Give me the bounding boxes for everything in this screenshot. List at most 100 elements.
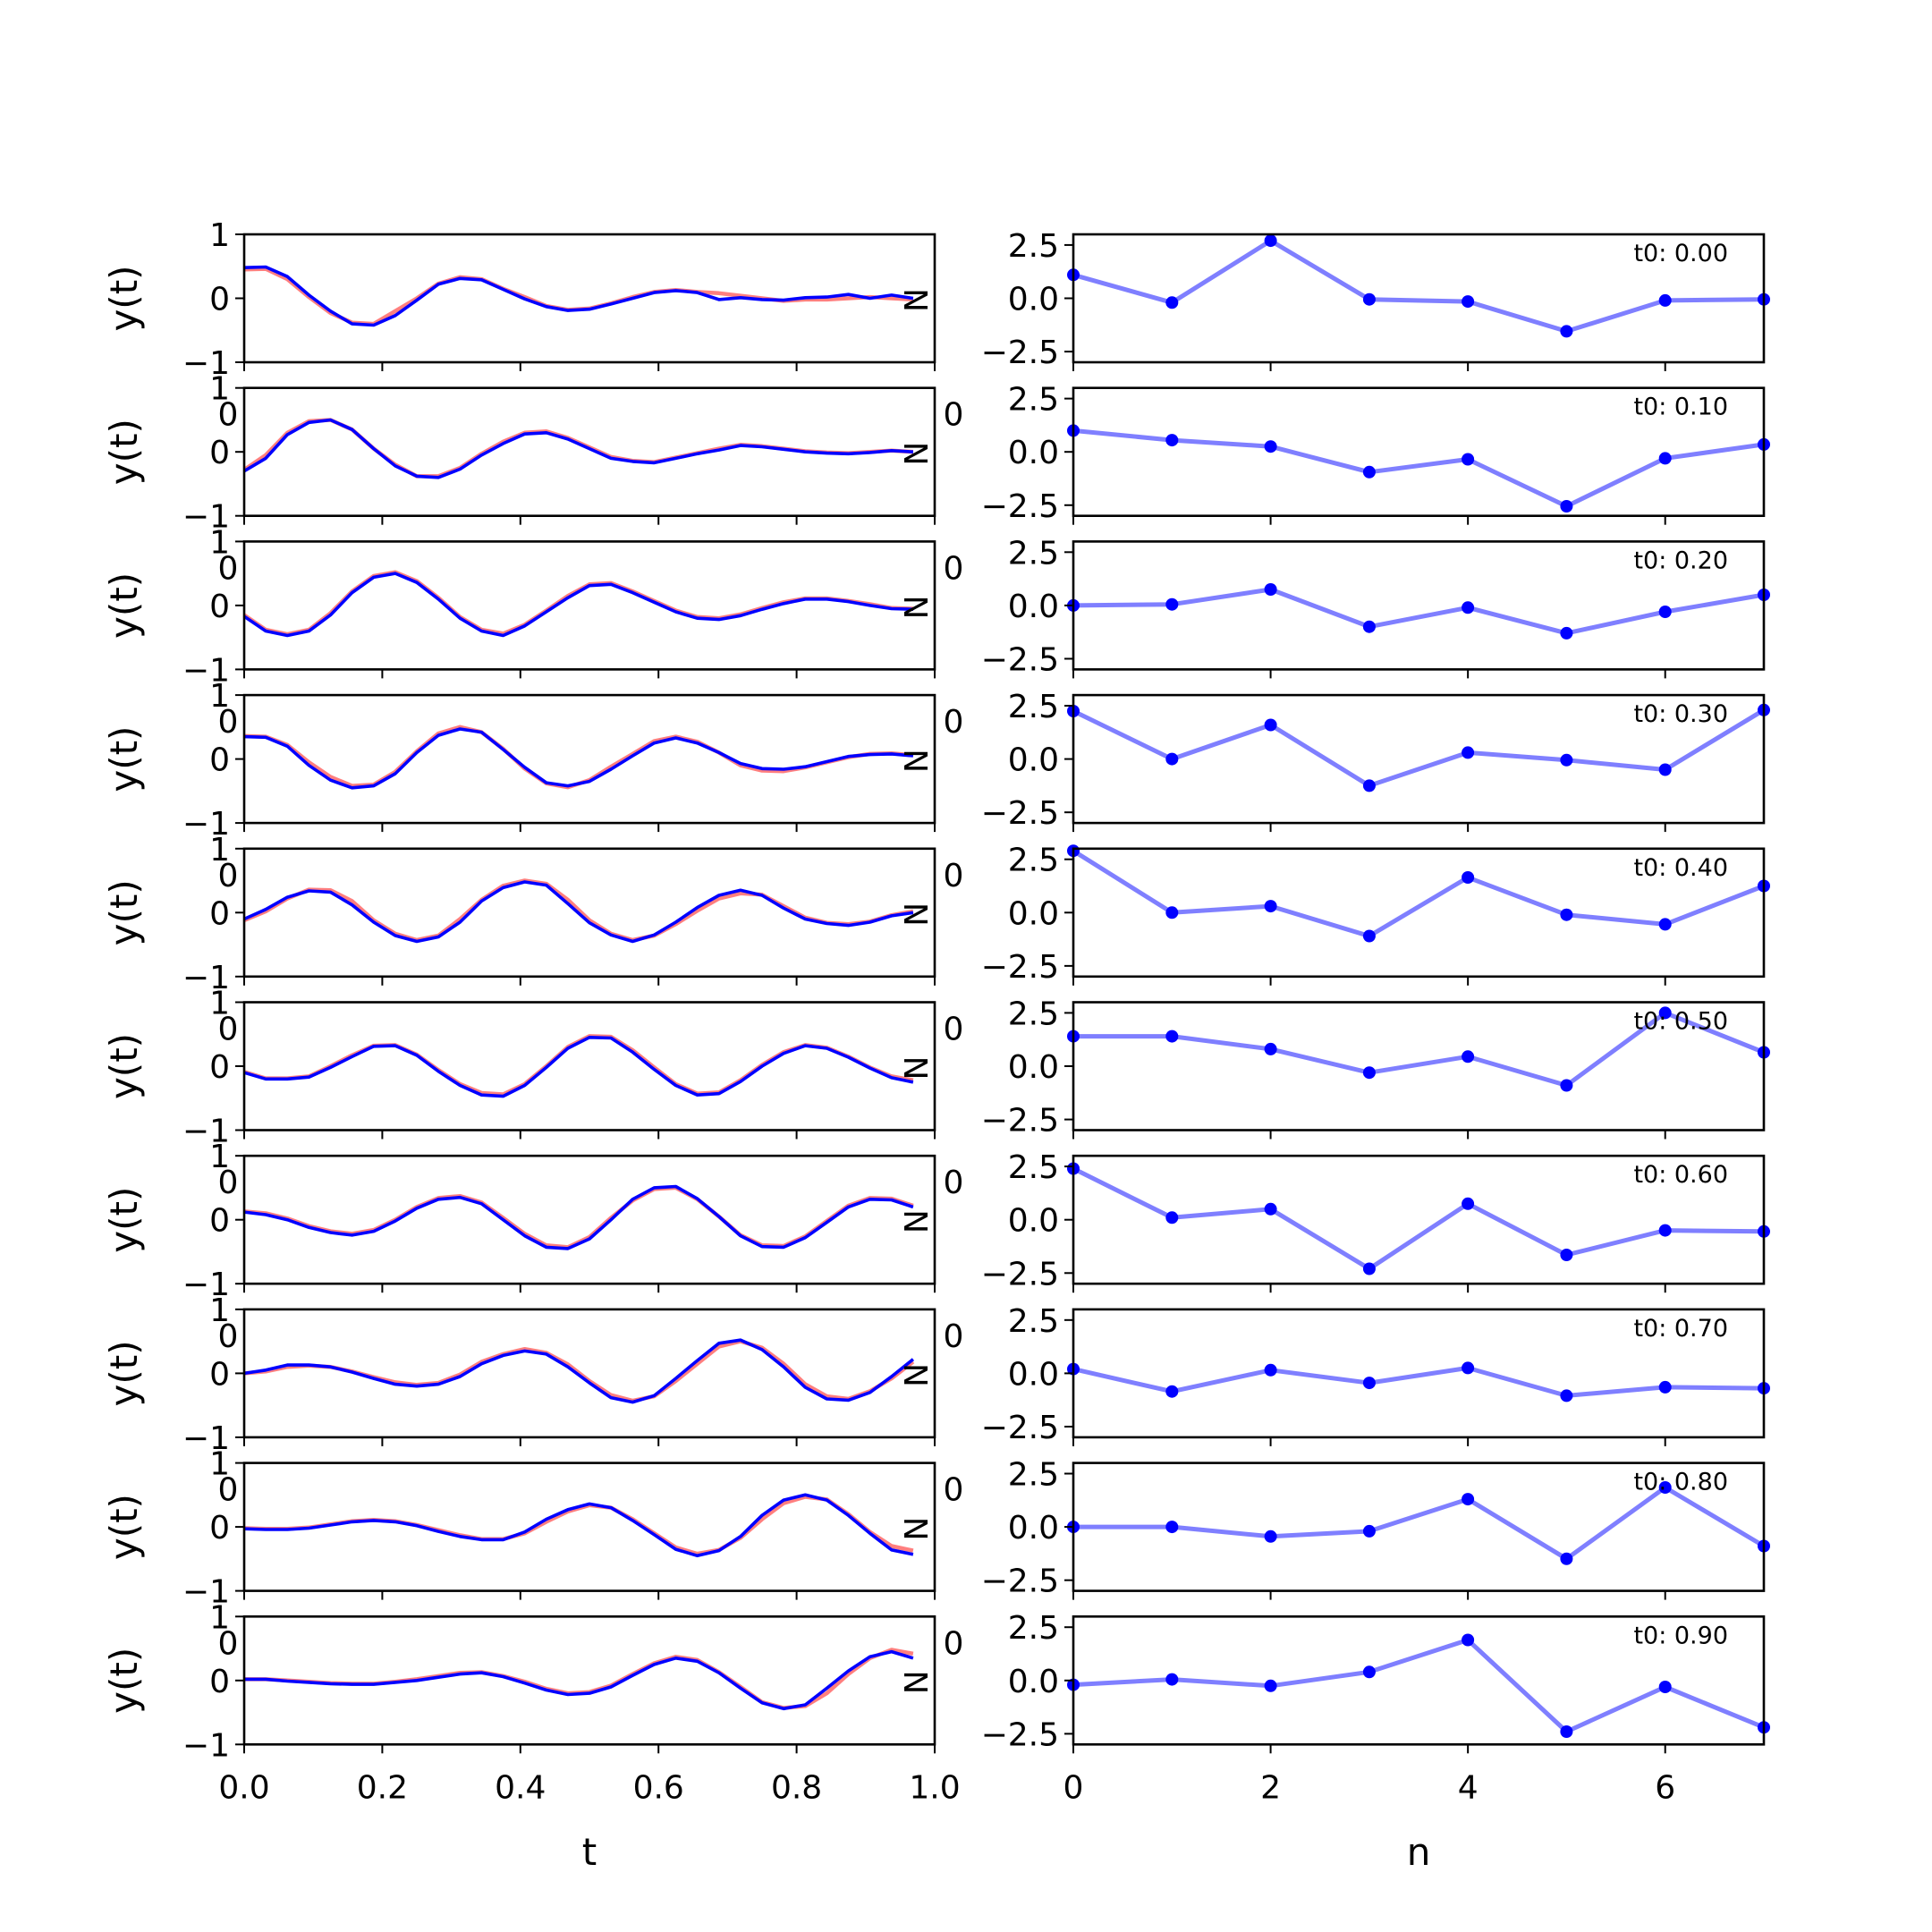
- y-tick-label: 0.0: [1008, 742, 1059, 779]
- left-panel-4: 10−1y(t) N0 0: [102, 832, 963, 996]
- series-line-blue: [243, 1493, 914, 1558]
- coefficient-point: [1462, 1493, 1475, 1506]
- coefficient-point: [1362, 1262, 1376, 1275]
- coefficient-point: [1658, 763, 1672, 776]
- series-line-blue: [243, 1036, 914, 1098]
- coefficient-point: [1264, 1363, 1277, 1377]
- y-tick-label: 0: [209, 1664, 230, 1700]
- y-tick-label: −2.5: [981, 1563, 1059, 1600]
- y-tick-label: 0.0: [1008, 1203, 1059, 1240]
- coefficient-point: [1165, 1385, 1179, 1398]
- y-tick-label: 0: [209, 1203, 230, 1240]
- left-panel-7: 10−1y(t) N0 0: [102, 1292, 963, 1457]
- series-line-blue: [243, 880, 914, 944]
- y-tick-label: −2.5: [981, 488, 1059, 525]
- coefficient-point: [1462, 295, 1475, 309]
- series-line-red: [243, 724, 914, 790]
- coefficient-point: [1264, 583, 1277, 596]
- axes-frame: [242, 1308, 936, 1439]
- right-panel-1: 2.5 0.0 −2.5 t0: 0.10: [981, 382, 1770, 525]
- series-line-blue: [244, 1649, 914, 1711]
- y-tick-label: −1: [182, 345, 230, 382]
- stray-tick-label-left: 0: [218, 1625, 239, 1662]
- stray-tick-label-mid: 0: [944, 1472, 964, 1509]
- stray-tick-label-left: 0: [218, 1165, 239, 1201]
- y-tick-label: 1: [209, 1599, 230, 1636]
- left-panel-6: 10−1y(t) N0 0: [102, 1139, 963, 1303]
- coefficient-point: [1560, 1725, 1573, 1738]
- y-tick-label: 0.0: [1008, 435, 1059, 471]
- x-tick-label: 2: [1260, 1769, 1281, 1806]
- y-tick-label: 0: [209, 1356, 230, 1393]
- y-tick-label: 0.0: [1008, 895, 1059, 932]
- left-panel-8: 10−1y(t) N0 0: [102, 1446, 963, 1611]
- y-tick-label: −2.5: [981, 1103, 1059, 1140]
- right-panel-2: 2.5 0.0 −2.5 t0: 0.20: [981, 535, 1770, 678]
- coefficient-point: [1560, 753, 1573, 767]
- coefficient-point: [1165, 1673, 1179, 1686]
- y-axis-label: y(t): [102, 879, 146, 945]
- right-panel-6: 2.5 0.0 −2.5 t0: 0.60: [981, 1149, 1770, 1292]
- annotation-t0: t0: 0.70: [1633, 1315, 1728, 1343]
- x-tick-label: 0.6: [633, 1769, 684, 1806]
- coefficient-point: [1362, 1665, 1376, 1679]
- y-tick-label: −1: [182, 1114, 230, 1150]
- right-marker-label: N: [899, 1670, 936, 1694]
- y-tick-label: 0.0: [1008, 1510, 1059, 1546]
- annotation-t0: t0: 0.00: [1633, 240, 1728, 267]
- stray-tick-label-left: 0: [218, 550, 239, 587]
- axes-frame: [242, 847, 936, 979]
- y-tick-label: −2.5: [981, 335, 1059, 371]
- stray-tick-label-mid: 0: [944, 704, 964, 741]
- y-tick-label: −2.5: [981, 1410, 1059, 1446]
- coefficient-line: [1072, 1166, 1765, 1271]
- y-tick-label: 2.5: [1008, 1610, 1059, 1647]
- y-axis-label: y(t): [102, 265, 146, 331]
- x-tick-label: 0.0: [218, 1769, 269, 1806]
- y-tick-label: 1: [209, 524, 230, 561]
- y-tick-label: 0: [209, 895, 230, 932]
- coefficient-point: [1264, 900, 1277, 913]
- annotation-t0: t0: 0.50: [1633, 1008, 1728, 1036]
- y-tick-label: 2.5: [1008, 843, 1059, 879]
- axes-frame: [242, 1001, 936, 1131]
- coefficient-line: [1072, 238, 1765, 334]
- x-tick-label: 0.4: [495, 1769, 546, 1806]
- coefficient-point: [1658, 452, 1672, 465]
- coefficient-point: [1560, 1389, 1573, 1402]
- x-tick-label: 1.0: [909, 1769, 960, 1806]
- y-tick-label: 1: [209, 678, 230, 715]
- y-tick-label: −1: [182, 1574, 230, 1611]
- coefficient-point: [1165, 1521, 1179, 1534]
- y-axis-label: y(t): [102, 1033, 146, 1099]
- stray-tick-label-mid: 0: [944, 1625, 964, 1662]
- stray-tick-label-left: 0: [218, 1472, 239, 1509]
- y-tick-label: 2.5: [1008, 1149, 1059, 1186]
- coefficient-line: [1073, 1010, 1765, 1088]
- right-panel-5: 2.5 0.0 −2.5 t0: 0.50: [981, 996, 1770, 1140]
- coefficient-point: [1658, 918, 1672, 931]
- x-tick-label: 6: [1655, 1769, 1675, 1806]
- series-line-blue: [243, 727, 914, 790]
- coefficient-point: [1462, 1633, 1475, 1647]
- coefficient-point: [1165, 1211, 1179, 1224]
- x-axis-label-left: t: [582, 1830, 597, 1874]
- y-axis-label: y(t): [102, 1648, 146, 1714]
- series-line-red: [243, 1185, 914, 1250]
- y-tick-label: 2.5: [1008, 535, 1059, 572]
- coefficient-line: [1072, 428, 1765, 509]
- y-tick-label: −2.5: [981, 949, 1059, 986]
- coefficient-line: [1072, 849, 1765, 938]
- x-tick-label: 0: [1063, 1769, 1084, 1806]
- y-tick-label: −1: [182, 499, 230, 536]
- coefficient-point: [1462, 871, 1475, 884]
- y-tick-label: −1: [182, 652, 230, 689]
- coefficient-point: [1264, 1202, 1277, 1216]
- y-tick-label: 0: [209, 1049, 230, 1086]
- y-tick-label: −1: [182, 1727, 230, 1764]
- annotation-t0: t0: 0.80: [1633, 1469, 1728, 1496]
- right-panel-9: 2.5 0.0 −2.50 2 4 6 t0: 0.90: [981, 1610, 1770, 1806]
- coefficient-point: [1462, 1361, 1475, 1375]
- coefficient-point: [1560, 626, 1573, 640]
- x-tick-label: 0.8: [771, 1769, 822, 1806]
